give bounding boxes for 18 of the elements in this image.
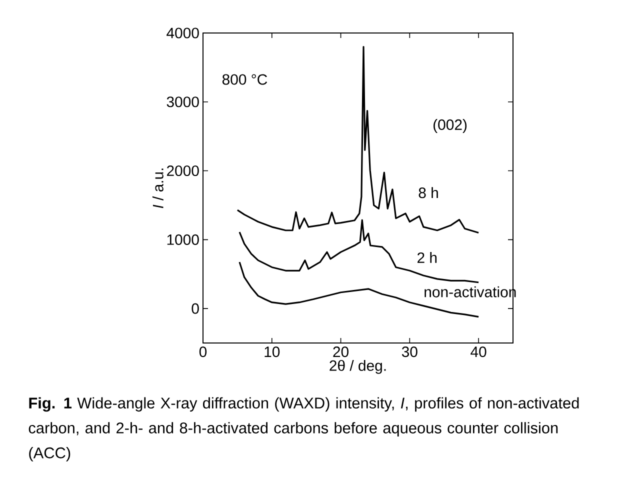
x-axis-title: 2θ / deg.: [330, 360, 386, 374]
y-tick-label: 2000: [166, 165, 199, 176]
series-label: 2 h: [418, 252, 437, 263]
y-tick-label: 4000: [166, 28, 199, 38]
x-tick-label: 30: [402, 346, 418, 358]
y-tick-label: 3000: [166, 96, 199, 108]
x-tick-label: 20: [333, 346, 348, 358]
y-tick-label: 1000: [167, 234, 199, 245]
y-tick-label: 0: [192, 303, 199, 314]
y-axis-title: I / a.u.: [152, 168, 164, 208]
x-tick-label: 40: [470, 346, 486, 358]
x-tick-label: 0: [199, 346, 207, 358]
series-label: 8 h: [418, 187, 438, 198]
annotation: (002): [434, 119, 467, 133]
x-tick-label: 10: [264, 346, 280, 358]
line-series: [238, 219, 480, 284]
annotation: 800 °C: [222, 74, 268, 85]
text: Fig. 1 Wide-angle X-ray diffraction (WAXD) intensity, I, profiles of non-activated carbon, and 2-h- and 8-h-activated carbons before aqueous counter collision (ACC): [28, 397, 579, 462]
